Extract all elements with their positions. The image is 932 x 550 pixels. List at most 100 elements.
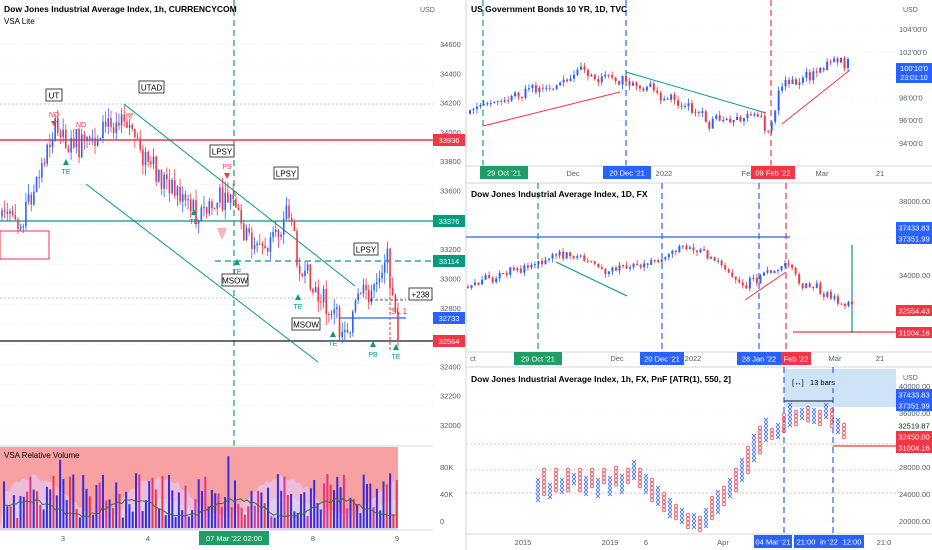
volume-bar [257,490,260,528]
candle-body [722,120,725,122]
candle-body [548,258,551,260]
channel-lower-line[interactable] [85,183,319,363]
candle-body [383,262,386,273]
volume-bar [333,490,335,528]
svg-text:100'10'0: 100'10'0 [900,64,928,73]
candle-body [670,94,673,100]
pnf-x-box [595,481,601,487]
candle-body [516,268,519,271]
candle-body [643,263,646,268]
svg-text:04 Mar '21: 04 Mar '21 [755,538,790,547]
svg-text:+238: +238 [411,291,430,300]
time-axis[interactable]: ct Dec 2022 Mar 21 [470,354,884,363]
trend-line[interactable] [625,71,767,114]
svg-text:2019: 2019 [602,538,619,547]
lpsy-label: LPSY [353,242,379,256]
volume-pane[interactable]: VSA Relative Volume 80K 40K 0 [0,447,453,530]
svg-text:21:0: 21:0 [877,538,892,547]
pnf-o-box [721,497,727,503]
candle-body [631,82,634,86]
pnf-x-box [631,459,637,465]
price-tick-label: 33800 [440,157,461,166]
trend-line[interactable] [781,69,851,125]
candle-body [732,119,735,123]
candle-body [96,139,99,146]
candle-body [221,187,224,210]
time-axis[interactable]: Dec 2022 Mar 21 [566,169,884,178]
candle-body [274,229,277,232]
zone-rectangle[interactable] [0,230,50,260]
candle-body [43,163,46,165]
left-chart-panel[interactable]: UT UTAD LPSY LPSY LPSY MSOW MSOW ND ND [0,0,465,545]
candle-body [211,201,213,209]
time-axis[interactable]: 2015 2019 6 Apr 21:0 [515,538,892,547]
price-tag-red: 31004.16 [896,327,932,338]
price-tick-label: 38000.00 [899,197,930,206]
candle-body [104,121,107,127]
candle-body [70,138,72,153]
utad-label: UTAD [138,80,165,94]
trend-line[interactable] [744,271,787,301]
price-axis[interactable]: 3460034400342003400033800336003340033200… [440,40,461,430]
candle-body [179,186,181,202]
trend-line[interactable] [482,91,621,127]
pnf-o-box [613,481,619,487]
svg-text:32733: 32733 [439,314,460,323]
date-badge: 20 Dec '21 [603,166,651,179]
candle-body [208,201,211,214]
candle-body [3,210,6,212]
candle-body [503,100,506,102]
pnf-o-box [541,487,547,493]
svg-text:31004.16: 31004.16 [898,329,929,338]
pnf-x-box [643,485,649,491]
candle-body [1,210,3,217]
candle-body [618,265,621,271]
candle-body [576,69,579,75]
svg-text:2015: 2015 [515,538,532,547]
candle-body [692,247,695,251]
pnf-x-box [667,513,673,519]
pnf-x-box [727,477,733,483]
candle-body [704,111,707,122]
pnf-o-box [745,453,751,459]
candle-body [657,260,660,263]
bond-chart-panel[interactable]: 104'00'0102'00'0100'00'098'00'096'00'094… [466,0,932,179]
volume-bar [135,473,137,528]
channel-upper-line[interactable] [123,103,356,287]
candle-body [701,111,704,114]
price-tick-label: 33600 [440,187,461,196]
candle-body [555,85,558,89]
svg-text:07 Mar '22 02:00: 07 Mar '22 02:00 [206,534,262,543]
candle-body [386,248,389,263]
pnf-chart-panel[interactable]: [↔] 13 bars 40000.0036000.0032000.002800… [466,366,932,548]
price-tag-blue: 37433.83 [896,222,932,233]
candle-body [720,260,723,266]
pnf-x-box [571,476,577,482]
time-axis[interactable]: 3 4 8 9 [61,534,399,543]
pnf-o-box [601,479,607,485]
pnf-o-box [817,421,823,427]
candle-body [330,313,333,316]
candle-body [763,115,766,131]
candle-body [773,270,776,274]
stop-loss-label: SL 1 [391,307,408,316]
pnf-o-box [685,516,691,522]
pnf-o-box [709,499,715,505]
candle-body [678,246,681,253]
pnf-o-box [553,483,559,489]
price-tick-label: 94'00'0 [899,139,923,148]
volume-bar [171,490,174,528]
trend-line[interactable] [555,261,628,297]
pnf-x-box [631,471,637,477]
price-axis[interactable]: 104'00'0102'00'0100'00'098'00'096'00'094… [899,25,927,148]
candle-body [562,79,565,83]
pnf-o-box [649,481,655,487]
chart-title: Dow Jones Industrial Average Index, 1h, … [4,4,237,14]
candle-body [256,243,258,246]
pnf-x-box [715,493,721,499]
pnf-x-box [559,481,565,487]
pnf-o-box [637,471,643,477]
candle-body [123,114,126,122]
